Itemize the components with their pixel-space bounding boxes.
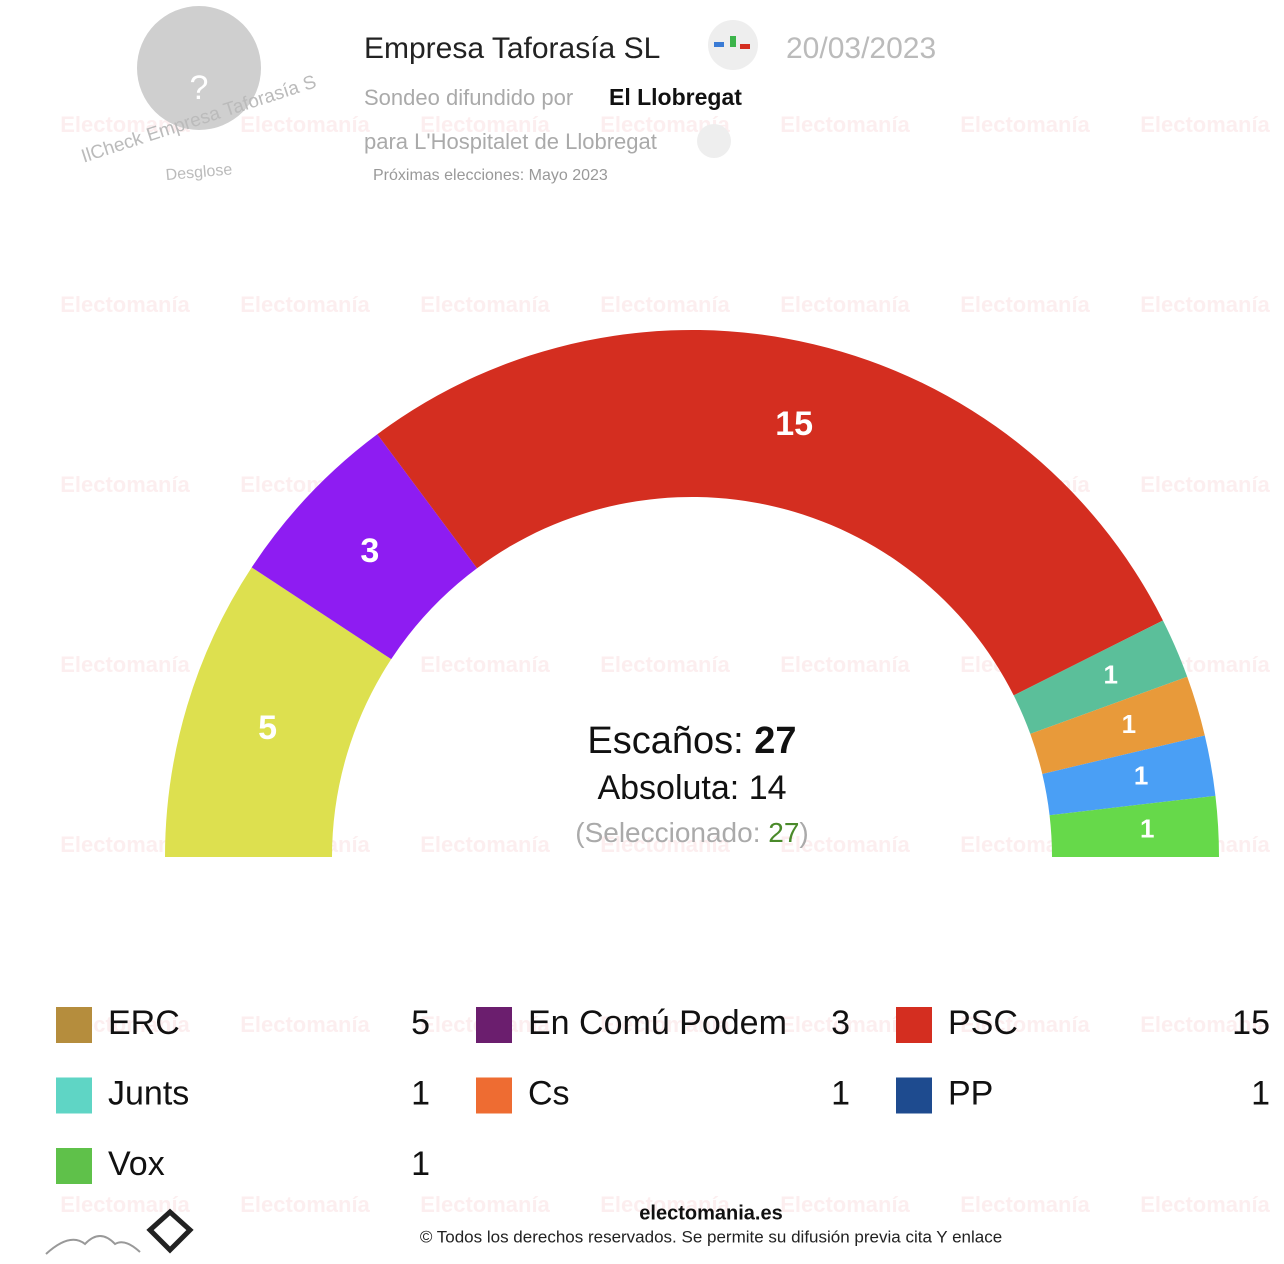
watermark: Electomanía: [60, 292, 190, 317]
legend-name: ERC: [108, 1004, 180, 1042]
next-elections: Próximas elecciones: Mayo 2023: [373, 167, 608, 184]
watermarks: Electomanía Electomanía Electomanía Electom…: [60, 112, 1270, 1217]
pollster: Empresa Taforasía SL: [364, 32, 660, 65]
watermark: Electomanía: [1140, 292, 1270, 317]
segment-label: 1: [1122, 709, 1136, 739]
segment-label: 15: [775, 405, 813, 443]
footer-logo: [146, 1208, 194, 1254]
watermark: Electomanía: [780, 832, 910, 857]
legend-icon: [56, 1077, 92, 1114]
watermark: Electomanía: [420, 112, 550, 137]
seat-segment: [165, 567, 392, 857]
watermark: Electomanía: [780, 652, 910, 677]
watermark: Electomanía: [780, 1012, 910, 1037]
legend-icon: [476, 1007, 512, 1043]
watermark: Electomanía: [600, 652, 730, 677]
segment-label: 5: [258, 709, 277, 747]
seat-segment: [1013, 620, 1188, 734]
logo-bar: [740, 44, 750, 49]
legend-value: 3: [831, 1004, 850, 1042]
legend-icon: [476, 1077, 512, 1114]
spread-by: El Llobregat: [609, 84, 742, 110]
legend-name: Vox: [108, 1145, 165, 1183]
spread-label: Sondeo difundido por: [364, 85, 573, 110]
legend-name: En Comú Podem: [528, 1004, 787, 1042]
selected-open: (Seleccionado:: [575, 817, 760, 848]
watermark: Electomanía: [1140, 472, 1270, 497]
legend-value: 5: [411, 1004, 430, 1042]
watermark: Electomanía: [240, 112, 370, 137]
watermark: Electomanía: [240, 292, 370, 317]
watermark: Electomanía: [600, 292, 730, 317]
majority-label: Absoluta:: [597, 769, 739, 807]
legend-value: 1: [411, 1074, 430, 1112]
watermark: Electomanía: [780, 112, 910, 137]
segment-label: 1: [1103, 659, 1117, 689]
watermark: Electomanía: [960, 1192, 1090, 1217]
selected: (Seleccionado: 27): [575, 817, 809, 848]
seat-segment: [377, 330, 1163, 696]
footer-site: electomania.es: [639, 1202, 782, 1224]
watermark: Electomanía: [420, 292, 550, 317]
segment-label: 1: [1134, 761, 1148, 791]
logo-bar: [730, 36, 736, 47]
watermark: Electomanía: [1140, 1192, 1270, 1217]
seat-segment: [1042, 735, 1216, 816]
watermark: Electomanía: [60, 652, 190, 677]
watermark: Electomanía: [1140, 1012, 1270, 1037]
watermark: Electomanía: [1140, 112, 1270, 137]
legend: ERC 5 En Comú Podem 3 PSC 15 Junts 1 Cs 1 PP 1 Vox 1: [56, 1004, 1270, 1184]
footer-rights: © Todos los derechos reservados. Se perm…: [420, 1227, 1002, 1246]
logo-bar: [714, 42, 724, 47]
selected-close: ): [799, 817, 808, 848]
seats-label: Escaños:: [587, 720, 743, 762]
watermark: Electomanía: [600, 1012, 730, 1037]
legend-value: 1: [411, 1145, 430, 1183]
majority-value: 14: [749, 769, 787, 807]
seats-total: 27: [754, 720, 796, 762]
watermark: Electomanía: [960, 1012, 1090, 1037]
segment-label: 3: [360, 532, 379, 570]
legend-name: Junts: [108, 1074, 189, 1112]
avatar: [137, 6, 261, 130]
legend-name: PP: [948, 1074, 993, 1112]
footer-logo: [45, 1235, 141, 1255]
watermark: Electomanía: [240, 1012, 370, 1037]
legend-value: 1: [831, 1074, 850, 1112]
legend-name: Cs: [528, 1074, 570, 1112]
watermark: Electomanía: [960, 112, 1090, 137]
watermark: Electomanía: [600, 832, 730, 857]
legend-value: 15: [1232, 1004, 1270, 1042]
seat-segment: [1030, 676, 1205, 774]
place: para L'Hospitalet de Llobregat: [364, 129, 657, 154]
avatar-mark: ?: [190, 69, 209, 107]
date: 20/03/2023: [786, 32, 936, 65]
watermark: Electomanía: [780, 1192, 910, 1217]
watermark: Electomanía: [420, 652, 550, 677]
seats: Escaños: 27: [587, 720, 796, 762]
seat-segment: [1049, 795, 1219, 857]
majority: Absoluta: 14: [597, 769, 786, 807]
logo: [697, 124, 731, 158]
watermark: Electomanía: [60, 472, 190, 497]
legend-value: 1: [1251, 1074, 1270, 1112]
legend-icon: [896, 1007, 932, 1043]
watermark: Electomanía: [780, 292, 910, 317]
legend-icon: [896, 1077, 932, 1114]
watermark: Electomanía: [240, 1192, 370, 1217]
selected-value: 27: [768, 817, 799, 848]
watermark: Electomanía: [420, 1192, 550, 1217]
legend-icon: [56, 1148, 92, 1184]
watermark: Electomanía: [600, 1192, 730, 1217]
segment-label: 1: [1140, 813, 1154, 843]
seat-segment: [251, 434, 478, 660]
watermark: Electomanía: [960, 292, 1090, 317]
stamp-text: Desglose: [165, 161, 233, 184]
legend-icon: [56, 1007, 92, 1043]
legend-name: PSC: [948, 1004, 1018, 1042]
watermark: Electomanía: [420, 832, 550, 857]
